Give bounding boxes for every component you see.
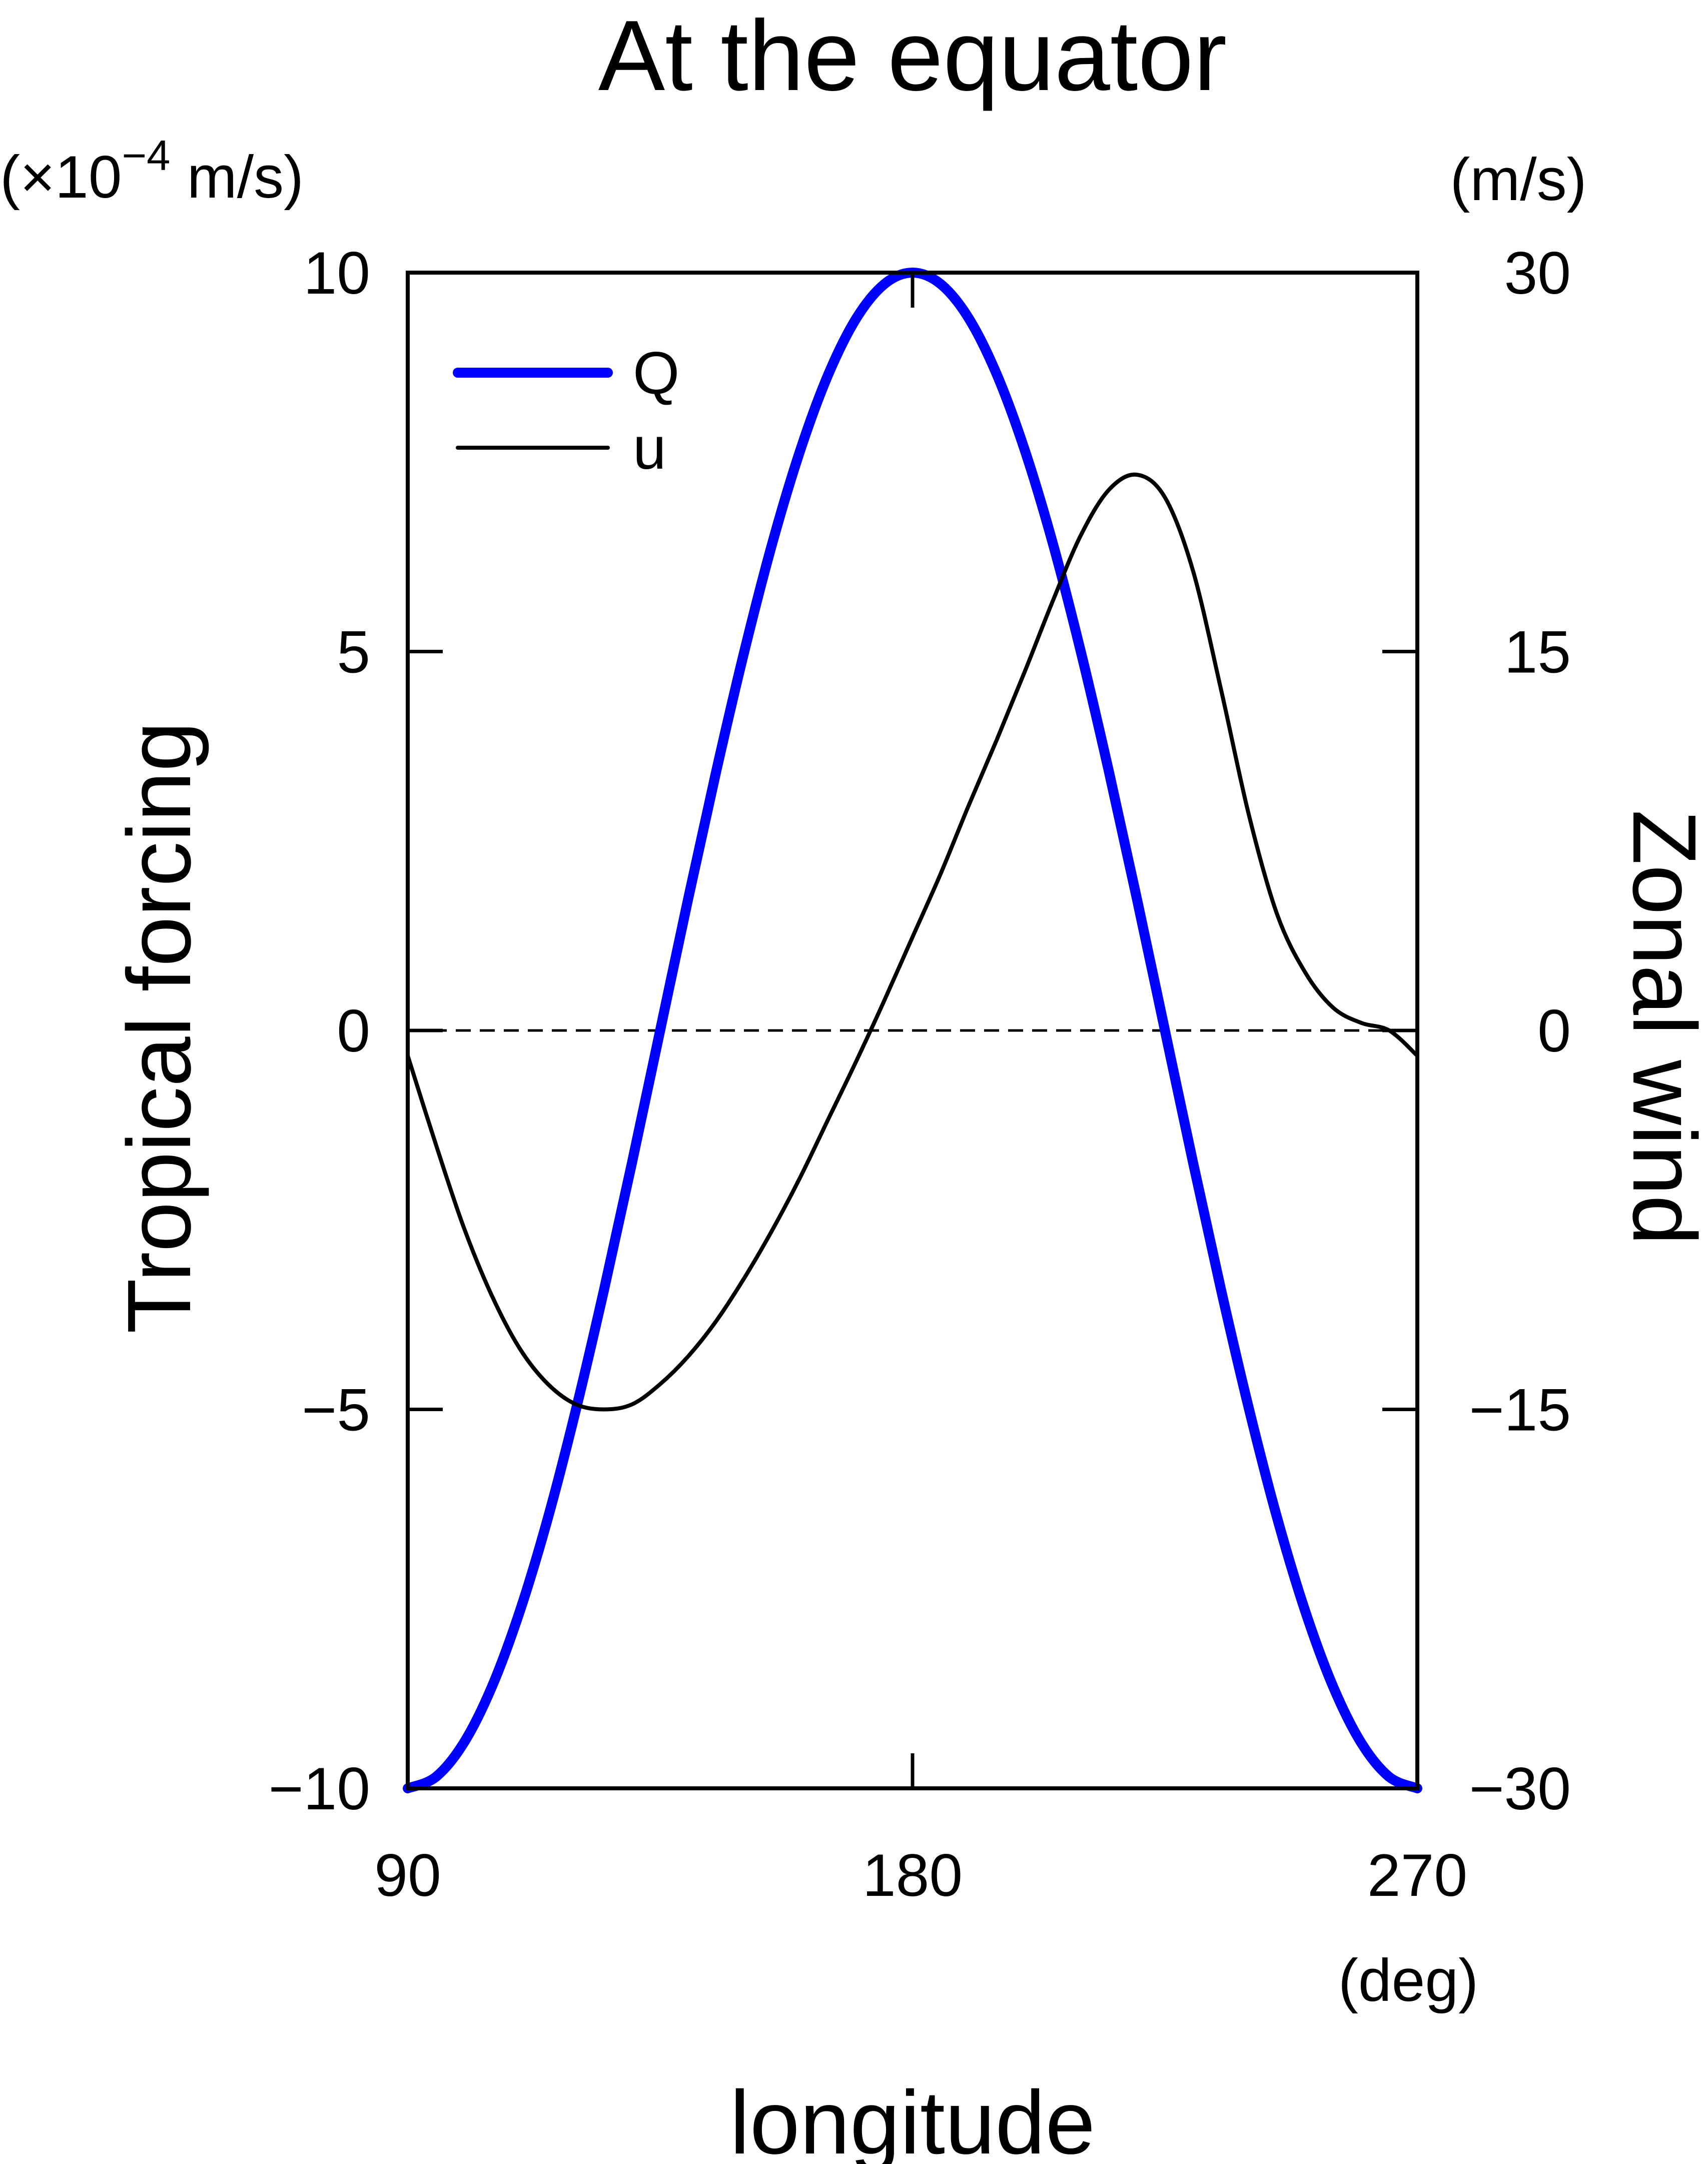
right-axis-unit: (m/s) <box>1450 146 1586 213</box>
y-right-tick-label: 30 <box>1504 240 1571 307</box>
x-tick-label: 180 <box>863 1842 963 1909</box>
y-right-tick-label: −30 <box>1469 1755 1571 1822</box>
y-axis-right-title: Zonal wind <box>1614 810 1708 1245</box>
chart-title: At the equator <box>598 0 1227 112</box>
y-right-tick-label: 0 <box>1537 997 1571 1064</box>
x-tick-label: 270 <box>1367 1842 1467 1909</box>
legend-label-u: u <box>633 415 666 482</box>
y-left-tick-label: 10 <box>304 240 370 307</box>
left-axis-unit-exponent: −4 <box>122 132 171 180</box>
y-left-tick-label: −5 <box>302 1377 370 1444</box>
left-axis-unit: (×10−4 m/s) <box>0 132 304 211</box>
y-left-tick-label: 5 <box>337 619 370 686</box>
plot-area: −10 −5 0 5 10 −30 −15 0 15 30 90 180 270 Qu <box>268 240 1571 1909</box>
y-left-tick-label: −10 <box>268 1755 370 1822</box>
left-axis-unit-suffix: m/s) <box>170 144 304 211</box>
y-left-tick-label: 0 <box>337 997 370 1064</box>
left-axis-unit-prefix: (×10 <box>0 144 122 211</box>
y-axis-left-title: Tropical forcing <box>109 721 210 1334</box>
series-line-u <box>406 472 1419 1412</box>
x-axis-title: longitude <box>730 2072 1096 2164</box>
y-right-tick-label: −15 <box>1469 1377 1571 1444</box>
legend-label-Q: Q <box>633 340 679 407</box>
y-right-tick-label: 15 <box>1504 619 1571 686</box>
x-tick-label: 90 <box>374 1842 441 1909</box>
x-axis-unit: (deg) <box>1338 1947 1478 2014</box>
legend: Qu <box>453 340 679 482</box>
